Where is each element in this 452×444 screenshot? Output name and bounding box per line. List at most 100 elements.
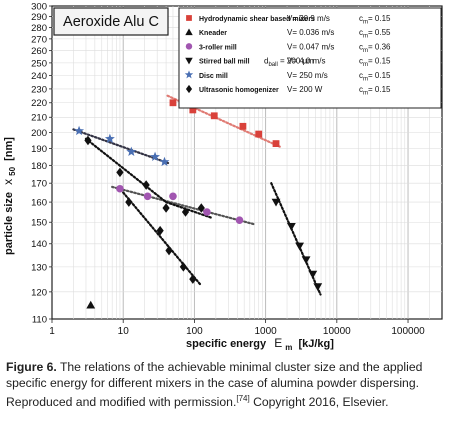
- y-tick-label: 140: [31, 239, 47, 250]
- chart-title: Aeroxide Alu C: [63, 14, 159, 30]
- chart: 1101201301401501601701801902002102202302…: [1, 1, 443, 352]
- grid: [52, 6, 442, 319]
- data-point: [159, 156, 170, 167]
- data-point: [301, 256, 311, 265]
- caption-text: The relations of the achievable minimal …: [6, 360, 423, 410]
- data-point: [156, 225, 164, 236]
- legend-ball-size: dball = 200 µm: [264, 57, 314, 69]
- legend-marker: [184, 70, 194, 79]
- y-axis-label-symbol: x: [1, 179, 15, 185]
- x-axis-label-subscript: m: [285, 343, 292, 352]
- y-tick-label: 260: [31, 46, 47, 57]
- y-tick-label: 160: [31, 198, 47, 209]
- legend: [178, 7, 442, 109]
- data-point: [181, 207, 190, 217]
- x-tick-labels: 1 10 100 1000 10000 100000: [49, 319, 425, 337]
- y-axis-label-main: particle size: [3, 192, 15, 255]
- y-tick-label: 110: [32, 314, 47, 325]
- legend-marker: [186, 15, 192, 21]
- trend-line: [164, 201, 214, 220]
- caption-copyright: Copyright 2016, Elsevier.: [249, 395, 389, 410]
- x-tick-label: 100000: [391, 326, 425, 337]
- data-point: [104, 133, 115, 143]
- data-point: [271, 198, 281, 207]
- y-tick-label: 220: [31, 98, 47, 109]
- data-point: [169, 192, 177, 201]
- y-tick-label: 270: [31, 34, 47, 45]
- x-tick-label: 10: [118, 326, 130, 337]
- y-axis-label-unit: [nm]: [3, 137, 15, 161]
- y-tick-label: 190: [31, 144, 47, 155]
- data-point: [239, 122, 247, 130]
- x-axis-label-symbol: E: [274, 336, 282, 350]
- legend-concentration: cm= 0.55: [359, 28, 391, 40]
- data-point: [313, 283, 323, 292]
- data-point: [165, 245, 173, 256]
- y-axis-label: particle size x 50 [nm]: [1, 137, 18, 255]
- data-point: [126, 146, 137, 156]
- x-tick-label: 1000: [254, 326, 277, 337]
- data-point: [272, 140, 280, 148]
- data-point: [116, 167, 124, 178]
- trend-line: [84, 137, 168, 204]
- legend-label: Ultrasonic homogenizer: [199, 87, 279, 94]
- x-axis-label-unit: [kJ/kg]: [298, 338, 334, 350]
- legend-marker: [185, 28, 193, 36]
- trend-line: [122, 191, 202, 286]
- data-point: [169, 99, 177, 107]
- legend-concentration: cm= 0.36: [359, 42, 391, 54]
- data-point: [179, 262, 187, 272]
- legend-label: Hydrodynamic shear based mixers: [199, 16, 315, 23]
- legend-concentration: cm= 0.15: [359, 85, 391, 97]
- data-point: [255, 130, 263, 138]
- y-tick-label: 250: [31, 58, 47, 69]
- data-point: [84, 135, 92, 146]
- y-tick-label: 150: [31, 218, 47, 229]
- data-point: [86, 300, 96, 309]
- legend-marker: [185, 43, 193, 50]
- y-tick-label: 240: [31, 71, 47, 82]
- data-point: [189, 274, 197, 284]
- y-tick-label: 300: [31, 1, 47, 12]
- y-tick-label: 210: [31, 113, 47, 124]
- title-box: [53, 7, 169, 36]
- legend-concentration: cm= 0.15: [359, 14, 391, 26]
- caption-reference: [74]: [236, 394, 250, 403]
- data-point: [125, 197, 133, 207]
- y-tick-label: 130: [31, 262, 47, 273]
- legend-label: 3-roller mill: [199, 44, 237, 51]
- data-point: [286, 223, 296, 231]
- data-point: [203, 208, 211, 216]
- y-tick-label: 280: [31, 23, 47, 34]
- trend-line: [111, 185, 256, 226]
- x-tick-label: 100: [186, 326, 203, 337]
- y-tick-label: 120: [31, 287, 47, 298]
- caption-label: Figure 6.: [6, 360, 57, 374]
- x-tick-label: 10000: [323, 326, 351, 337]
- legend-speed: V= 0.047 m/s: [287, 42, 334, 51]
- legend-concentration: cm= 0.15: [359, 71, 391, 83]
- y-tick-label: 200: [31, 128, 47, 139]
- data-point: [74, 125, 85, 136]
- legend-speed: V= 200 W: [287, 85, 323, 94]
- legend-marker: [185, 57, 193, 65]
- data-point: [189, 106, 197, 114]
- data-point: [308, 270, 318, 279]
- legend-label: Stirred ball mill: [199, 59, 250, 66]
- y-tick-label: 170: [31, 179, 47, 190]
- legend-label: Disc mill: [199, 73, 228, 80]
- figure-caption: Figure 6. The relations of the achievabl…: [6, 359, 444, 410]
- data-point: [143, 192, 152, 201]
- data-point: [142, 180, 150, 190]
- legend-speed: V= 4.0 m/s: [287, 57, 325, 66]
- x-axis-label-main: specific energy: [186, 338, 267, 350]
- legend-speed: V= 250 m/s: [287, 71, 328, 80]
- x-tick-label: 1: [49, 326, 55, 337]
- data-point: [210, 112, 218, 120]
- legend-concentration: cm= 0.15: [359, 57, 391, 69]
- legend-marker: [185, 84, 193, 94]
- data-point: [295, 242, 304, 251]
- y-tick-labels: 110 120 130 140 150 160 170 180 190 200 210 220 230 2…: [31, 1, 52, 325]
- data-point: [197, 203, 205, 213]
